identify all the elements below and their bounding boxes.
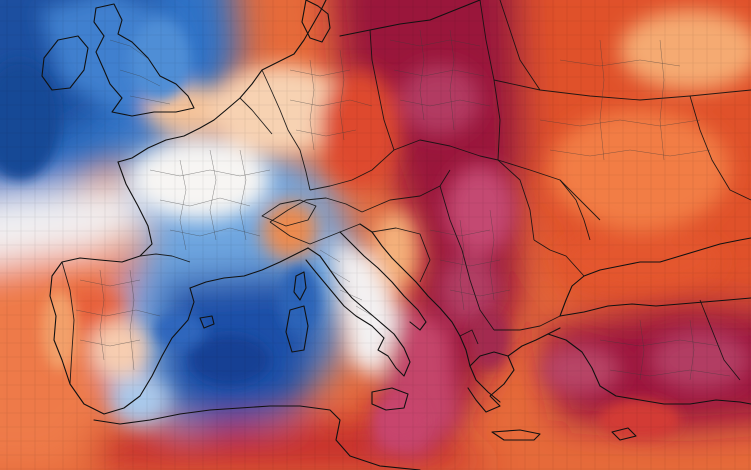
romania-bulgaria-border <box>533 239 585 277</box>
russia-border <box>689 95 751 201</box>
adriatic-east-coast <box>359 223 501 403</box>
turkey-coast <box>547 333 751 405</box>
sardinia-outline <box>285 305 309 353</box>
croatia-bosnia-border <box>371 227 431 283</box>
admin-lines-east <box>539 39 711 161</box>
spain-portugal-border <box>61 261 75 385</box>
ireland-outline <box>41 35 89 91</box>
crete-outline <box>491 429 541 441</box>
germany-poland-border <box>369 29 395 151</box>
hungary-romania-border <box>497 159 535 241</box>
ukraine-north-border <box>493 79 751 101</box>
austria-hungary-border <box>361 169 451 213</box>
admin-lines-poland <box>389 29 491 131</box>
turkey-north-coast <box>559 297 751 317</box>
admin-lines-france <box>149 149 271 251</box>
black-sea-west-coast <box>559 237 751 317</box>
pyrenees-border <box>139 253 191 263</box>
admin-lines-germany <box>289 49 373 151</box>
italy-adriatic-coast <box>339 231 427 331</box>
greece-outline <box>467 351 515 413</box>
italy-outline <box>305 247 411 377</box>
switzerland-border <box>261 199 317 227</box>
admin-lines-uk <box>109 39 171 105</box>
mallorca-outline <box>199 315 215 329</box>
admin-lines-turkey <box>599 319 731 381</box>
turkey-east-border <box>699 299 741 381</box>
italy-north-border <box>269 221 361 245</box>
admin-lines-balkans <box>429 209 511 311</box>
country-borders <box>61 0 751 385</box>
admin-lines-italy <box>319 249 377 319</box>
gulf-of-lion-coast <box>189 247 309 289</box>
sicily-outline <box>371 387 409 411</box>
bay-of-biscay-coast <box>49 161 195 415</box>
aegean-coast <box>507 327 561 357</box>
cyprus-outline <box>611 427 637 441</box>
alps-border <box>269 197 363 223</box>
bulgaria-south-border <box>494 315 561 331</box>
czech-slovak-border <box>393 139 499 161</box>
france-germany-border <box>261 69 311 191</box>
admin-lines-spain <box>75 269 161 371</box>
denmark-outline <box>301 0 331 43</box>
great-britain-outline <box>93 3 195 117</box>
benelux-borders <box>239 97 273 135</box>
admin-subdivisions <box>75 29 731 381</box>
baltic-coast <box>339 0 481 37</box>
belarus-border <box>499 0 541 91</box>
germany-south-border <box>309 149 395 191</box>
moldova-border <box>559 179 591 241</box>
north-africa-coast <box>93 405 421 470</box>
corsica-outline <box>293 271 307 301</box>
albania-border <box>459 329 479 345</box>
